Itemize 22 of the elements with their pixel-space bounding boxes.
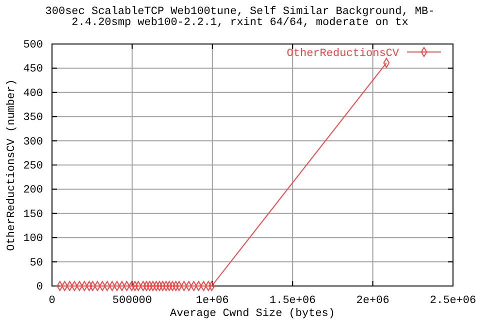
x-tick-label: 0	[48, 294, 56, 307]
y-tick-label: 500	[23, 40, 43, 52]
y-tick-label: 300	[23, 136, 43, 148]
y-tick-label: 450	[23, 64, 43, 76]
x-tick-label: 2.5e+06	[430, 294, 476, 307]
y-tick-label: 350	[23, 112, 43, 124]
y-tick-label: 200	[23, 184, 43, 197]
y-tick-label: 100	[23, 233, 43, 246]
chart-title: 300sec ScalableTCP Web100tune, Self Similar Background, MB-	[45, 6, 435, 18]
y-tick-label: 0	[36, 282, 43, 294]
chart-subtitle: 2.4.20smp web100-2.2.1, rxint 64/64, moderate on tx	[72, 17, 409, 29]
legend-label: OtherReductionsCV	[286, 48, 400, 60]
y-tick-label: 50	[30, 257, 43, 270]
y-tick-label: 400	[23, 88, 43, 100]
y-axis-title: OtherReductionsCV (number)	[6, 79, 18, 251]
y-tick-label: 150	[23, 208, 43, 221]
x-tick-label: 1.5e+06	[269, 294, 316, 307]
y-tick-label: 250	[23, 160, 43, 173]
x-tick-label: 500000	[112, 294, 152, 307]
x-tick-label: 2e+06	[356, 294, 390, 307]
x-tick-label: 1e+06	[196, 294, 229, 307]
x-axis-title: Average Cwnd Size (bytes)	[170, 308, 336, 320]
